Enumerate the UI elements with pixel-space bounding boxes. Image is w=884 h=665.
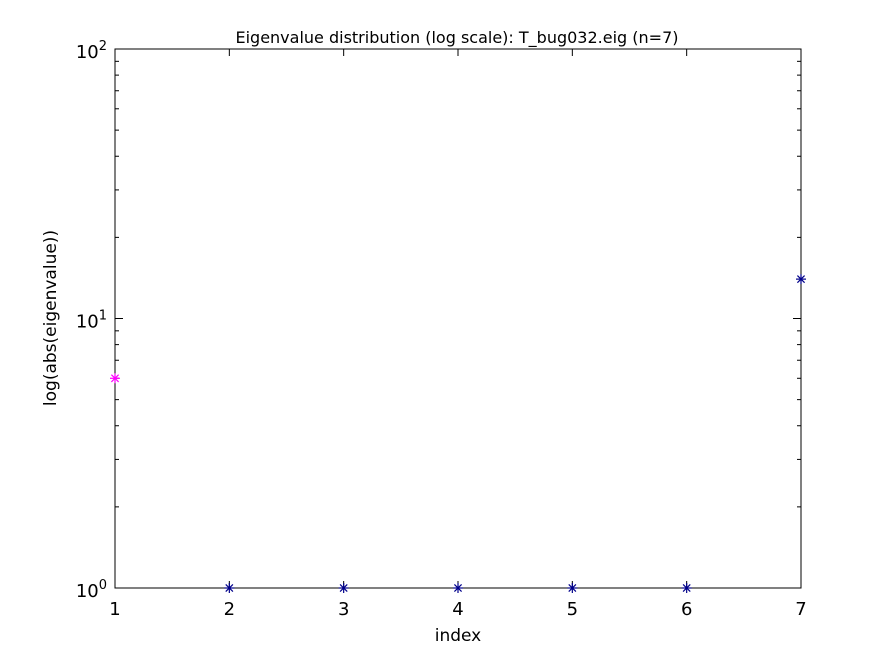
x-tick-label: 7	[795, 599, 806, 620]
data-point-marker	[567, 583, 578, 593]
x-axis-ticks: 1 2 3 4 5 6 7	[109, 49, 807, 620]
x-tick-label: 3	[338, 599, 349, 620]
data-point-marker	[453, 583, 463, 593]
data-point-marker	[224, 583, 235, 593]
x-tick-label: 6	[681, 599, 692, 620]
chart-title: Eigenvalue distribution (log scale): T_b…	[235, 28, 678, 48]
y-tick-exponent: 0	[99, 578, 107, 593]
x-tick-label: 2	[224, 599, 235, 620]
x-tick-label: 5	[567, 599, 578, 620]
data-markers	[110, 274, 806, 593]
data-point-marker	[110, 373, 120, 384]
x-tick-label: 4	[452, 599, 463, 620]
y-tick-exponent: 1	[99, 309, 107, 324]
y-tick-base: 10	[76, 312, 99, 333]
data-point-marker	[681, 583, 692, 593]
y-tick-label: 102	[76, 39, 107, 63]
y-tick-base: 10	[76, 42, 99, 63]
x-axis-label: index	[435, 626, 482, 646]
data-point-marker	[338, 583, 349, 593]
y-axis-label: log(abs(eigenvalue))	[41, 230, 61, 406]
y-tick-label: 101	[76, 309, 107, 333]
data-point-marker	[796, 274, 806, 285]
y-tick-label: 100	[76, 578, 107, 602]
plot-area	[114, 48, 802, 589]
y-tick-exponent: 2	[99, 39, 107, 54]
x-tick-label: 1	[109, 599, 120, 620]
y-minor-ticks	[115, 60, 801, 508]
y-tick-base: 10	[76, 581, 99, 602]
